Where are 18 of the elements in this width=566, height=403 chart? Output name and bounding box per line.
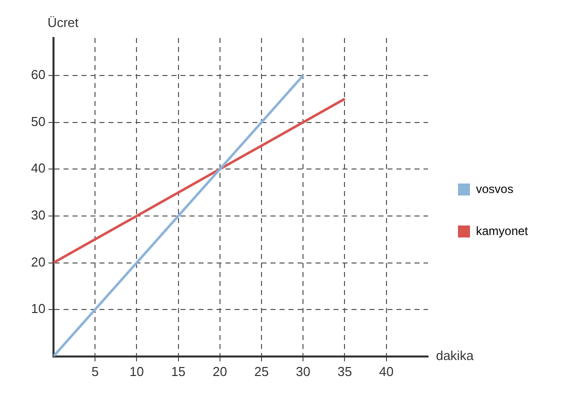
y-tick-label: 40 [30,160,46,176]
y-tick-label: 10 [30,301,46,316]
legend-label: kamyonet [476,224,529,238]
y-tick-label: 30 [30,208,46,223]
x-tick-label: 40 [379,364,394,379]
x-tick-label: 25 [254,364,269,379]
x-tick-label: 10 [129,364,144,379]
x-tick-label: 30 [296,364,310,379]
y-tick-label: 60 [30,67,46,82]
x-tick-label: 35 [338,364,352,379]
x-axis-title: dakika [436,348,474,363]
y-tick-label: 20 [30,254,46,270]
y-axis-title: Ücret [47,15,79,30]
x-tick-label: 5 [91,364,99,379]
legend-label: vosvos [476,182,514,196]
x-tick-label: 15 [171,364,186,379]
y-tick-label: 50 [30,114,46,129]
x-tick-label: 20 [212,364,228,379]
